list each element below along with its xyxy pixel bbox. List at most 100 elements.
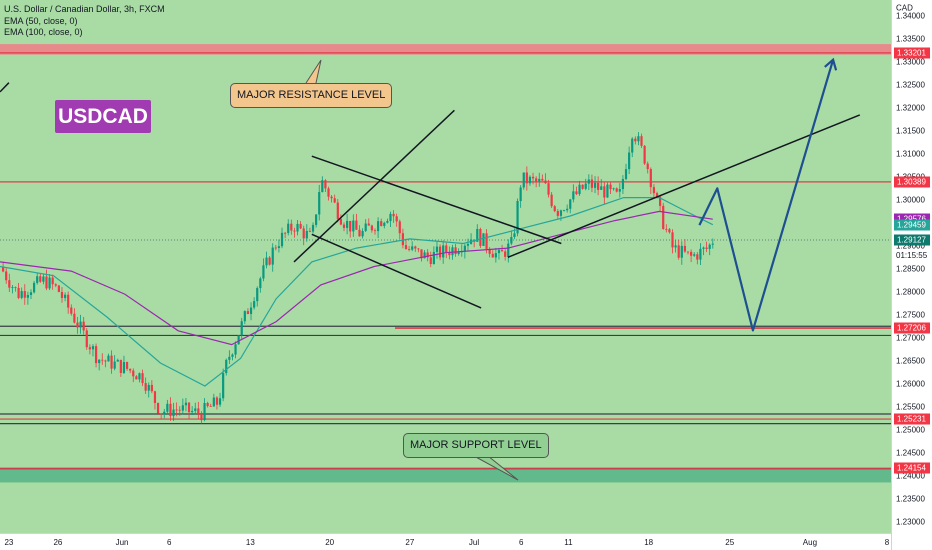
- candle: [318, 184, 321, 221]
- candle: [507, 239, 510, 263]
- candle: [14, 286, 17, 292]
- candle: [153, 390, 157, 410]
- price-axis[interactable]: [891, 0, 932, 550]
- candle: [569, 198, 572, 214]
- price-tick: 1.24000: [896, 471, 925, 481]
- legend-ema50[interactable]: EMA (50, close, 0): [4, 15, 78, 26]
- price-tick: 1.29000: [896, 241, 925, 251]
- time-tick: 26: [53, 538, 63, 547]
- candle: [562, 209, 566, 212]
- legend-ema100[interactable]: EMA (100, close, 0): [4, 27, 83, 37]
- candle: [479, 227, 482, 249]
- candle: [311, 222, 315, 234]
- candle: [265, 251, 268, 269]
- candle: [101, 353, 104, 365]
- candle: [504, 249, 507, 261]
- candle: [376, 217, 380, 238]
- candle: [355, 213, 358, 230]
- candle: [104, 359, 107, 368]
- candle: [572, 184, 575, 203]
- price-tick: 1.23500: [896, 494, 925, 504]
- candle: [559, 209, 563, 221]
- candle: [324, 179, 327, 192]
- candle: [392, 210, 395, 223]
- chart-legend: U.S. Dollar / Canadian Dollar, 3h, FXCM …: [4, 4, 165, 39]
- candle: [274, 244, 277, 251]
- price-tick: 1.23000: [896, 517, 925, 526]
- candle: [541, 174, 544, 181]
- candle: [98, 359, 101, 371]
- candle: [699, 243, 702, 266]
- candle: [178, 406, 181, 416]
- price-tick: 1.26000: [896, 379, 925, 389]
- candle: [197, 401, 200, 420]
- candle: [342, 222, 346, 232]
- candle: [637, 132, 640, 146]
- candle: [519, 185, 522, 208]
- candle: [32, 280, 36, 294]
- price-tick: 1.26500: [896, 356, 925, 366]
- resistance-zone: [0, 44, 891, 55]
- candle: [63, 292, 67, 302]
- candle: [544, 173, 547, 185]
- candle: [107, 353, 110, 362]
- candle: [228, 350, 231, 365]
- candle: [674, 239, 677, 253]
- price-tick: 1.27500: [896, 310, 925, 320]
- candle: [287, 219, 290, 236]
- time-tick: 20: [325, 538, 335, 547]
- candle: [23, 284, 26, 305]
- candle: [401, 228, 404, 249]
- candle: [352, 214, 355, 237]
- candle: [296, 220, 299, 236]
- candle: [194, 402, 197, 415]
- candle: [144, 377, 147, 394]
- candle: [302, 225, 305, 246]
- candle: [683, 239, 687, 253]
- candle: [702, 246, 705, 256]
- candle: [85, 328, 88, 350]
- candle: [234, 341, 237, 359]
- candle: [116, 358, 119, 362]
- candle: [277, 239, 281, 253]
- candle: [129, 368, 132, 374]
- price-tick: 1.25500: [896, 402, 925, 412]
- candle: [705, 241, 708, 253]
- price-tick: 1.33000: [896, 57, 925, 67]
- candle: [556, 209, 559, 220]
- candle: [677, 240, 680, 260]
- rising-trendline-left: [293, 109, 455, 263]
- candle: [358, 225, 361, 237]
- ema100-line: [0, 210, 713, 346]
- candle: [135, 375, 138, 380]
- legend-symbol[interactable]: U.S. Dollar / Canadian Dollar, 3h, FXCM: [4, 4, 165, 14]
- candle: [600, 179, 603, 190]
- candle: [628, 146, 631, 175]
- candle: [640, 133, 643, 149]
- candle: [652, 184, 656, 198]
- candle: [20, 287, 23, 300]
- time-axis[interactable]: [0, 533, 891, 550]
- price-badge: 1.29127: [894, 234, 930, 246]
- candle: [218, 392, 222, 407]
- candle: [94, 343, 98, 368]
- candle: [79, 314, 82, 334]
- ema50-line: [0, 197, 714, 387]
- candle: [618, 183, 621, 198]
- candle: [615, 187, 618, 193]
- candle: [237, 335, 240, 345]
- candle: [364, 219, 367, 233]
- candle: [339, 214, 343, 226]
- candle: [578, 180, 581, 196]
- candle: [315, 214, 318, 228]
- candle: [349, 220, 352, 238]
- candle: [445, 242, 448, 259]
- candle: [370, 224, 373, 233]
- candle: [535, 176, 538, 188]
- candle: [327, 186, 330, 201]
- candle: [5, 268, 8, 284]
- candle: [367, 218, 370, 226]
- price-tick: 1.28500: [896, 264, 925, 274]
- candle: [497, 247, 501, 260]
